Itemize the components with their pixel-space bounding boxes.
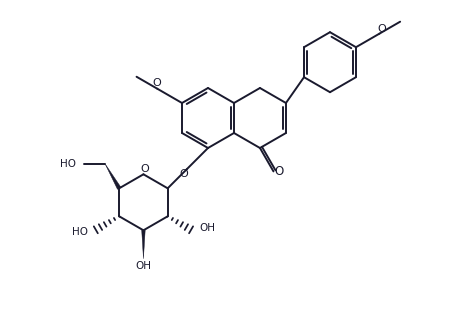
Text: O: O [377,24,386,34]
Text: O: O [140,164,149,174]
Text: OH: OH [135,261,151,271]
Text: O: O [152,78,161,88]
Text: O: O [275,165,284,178]
Text: HO: HO [72,227,88,237]
Polygon shape [141,230,145,259]
Text: OH: OH [199,223,215,233]
Text: O: O [180,169,188,179]
Polygon shape [105,164,121,189]
Text: HO: HO [60,159,76,169]
